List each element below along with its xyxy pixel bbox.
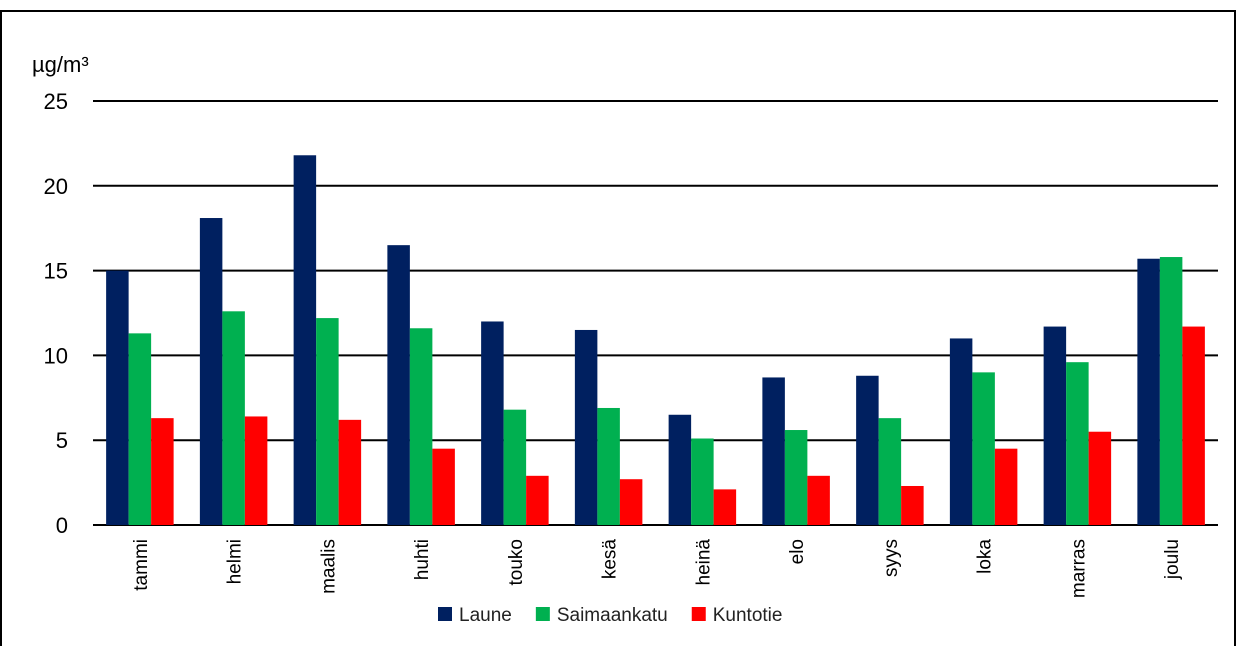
bar-laune-tammi: [106, 270, 129, 525]
x-tick-label: kesä: [600, 539, 621, 580]
bar-kuntotie-helmi: [244, 416, 268, 525]
x-tick-label: heinä: [693, 539, 714, 586]
legend-label: Saimaankatu: [557, 605, 668, 626]
bar-laune-loka: [949, 338, 973, 525]
bar-kuntotie-touko: [526, 475, 549, 525]
bar-kuntotie-joulu: [1182, 326, 1205, 525]
bar-kuntotie-elo: [807, 475, 830, 525]
x-tick-label: tammi: [131, 539, 152, 591]
x-tick-label: helmi: [225, 539, 246, 584]
bar-laune-joulu: [1137, 258, 1160, 525]
legend-swatch: [438, 607, 452, 621]
x-tick-label: loka: [975, 539, 996, 574]
legend-item-kuntotie: Kuntotie: [691, 605, 783, 626]
chart-border: [0, 10, 1236, 646]
bar-saimaankatu-huhti: [409, 328, 433, 525]
bar-kuntotie-loka: [994, 448, 1018, 525]
bar-laune-maalis: [293, 155, 317, 525]
y-tick-label: 10: [44, 343, 68, 368]
bar-laune-syys: [856, 375, 879, 525]
x-tick-label: elo: [787, 539, 808, 564]
bar-kuntotie-tammi: [151, 418, 174, 525]
y-tick-label: 15: [44, 259, 68, 284]
legend-label: Laune: [459, 605, 512, 626]
bar-laune-kesä: [574, 329, 598, 525]
bar-saimaankatu-elo: [784, 430, 808, 525]
x-tick-label: marras: [1068, 539, 1089, 598]
bar-saimaankatu-touko: [503, 409, 527, 525]
bar-laune-touko: [481, 321, 504, 525]
y-tick-label: 20: [44, 174, 68, 199]
bar-kuntotie-kesä: [619, 479, 643, 525]
bar-saimaankatu-syys: [878, 418, 902, 525]
bar-kuntotie-heinä: [713, 489, 737, 525]
bar-saimaankatu-heinä: [691, 438, 714, 525]
bar-saimaankatu-tammi: [128, 333, 152, 525]
bar-laune-huhti: [387, 245, 410, 525]
bar-saimaankatu-kesä: [597, 407, 620, 525]
x-tick-label: maalis: [318, 539, 339, 594]
bars: [106, 155, 1205, 526]
legend: Laune Saimaankatu Kuntotie: [438, 605, 782, 626]
legend-label: Kuntotie: [713, 605, 783, 626]
bar-kuntotie-huhti: [432, 448, 455, 525]
x-tick-label: joulu: [1162, 539, 1183, 580]
bar-laune-elo: [762, 377, 785, 525]
bar-saimaankatu-helmi: [222, 311, 245, 525]
y-tick-label: 25: [44, 89, 68, 114]
x-tick-label: syys: [881, 539, 902, 577]
bar-kuntotie-maalis: [338, 419, 362, 525]
y-tick-label: 0: [56, 513, 68, 538]
bar-saimaankatu-loka: [972, 372, 995, 525]
legend-item-saimaankatu: Saimaankatu: [535, 605, 668, 626]
x-tick-label: touko: [506, 539, 527, 585]
x-category-labels: tammi helmi maalis huhti touko kesä heinä elo sy…: [131, 539, 1183, 599]
x-tick-label: huhti: [412, 539, 433, 580]
bar-laune-helmi: [199, 218, 223, 526]
bar-saimaankatu-marras: [1066, 362, 1089, 525]
legend-item-laune: Laune: [438, 605, 512, 626]
legend-swatch: [691, 607, 706, 621]
legend-swatch: [535, 607, 550, 621]
bar-kuntotie-marras: [1088, 431, 1112, 525]
y-tick-label: 5: [56, 428, 68, 453]
bar-laune-marras: [1043, 326, 1067, 525]
bar-kuntotie-syys: [901, 485, 924, 525]
y-axis-unit-label: µg/m³: [32, 52, 89, 77]
bar-saimaankatu-maalis: [316, 318, 339, 525]
y-tick-labels: 0 5 10 15 20 25: [44, 89, 68, 538]
gridlines: [93, 100, 1218, 526]
bar-laune-heinä: [668, 414, 692, 525]
bar-saimaankatu-joulu: [1159, 257, 1183, 525]
